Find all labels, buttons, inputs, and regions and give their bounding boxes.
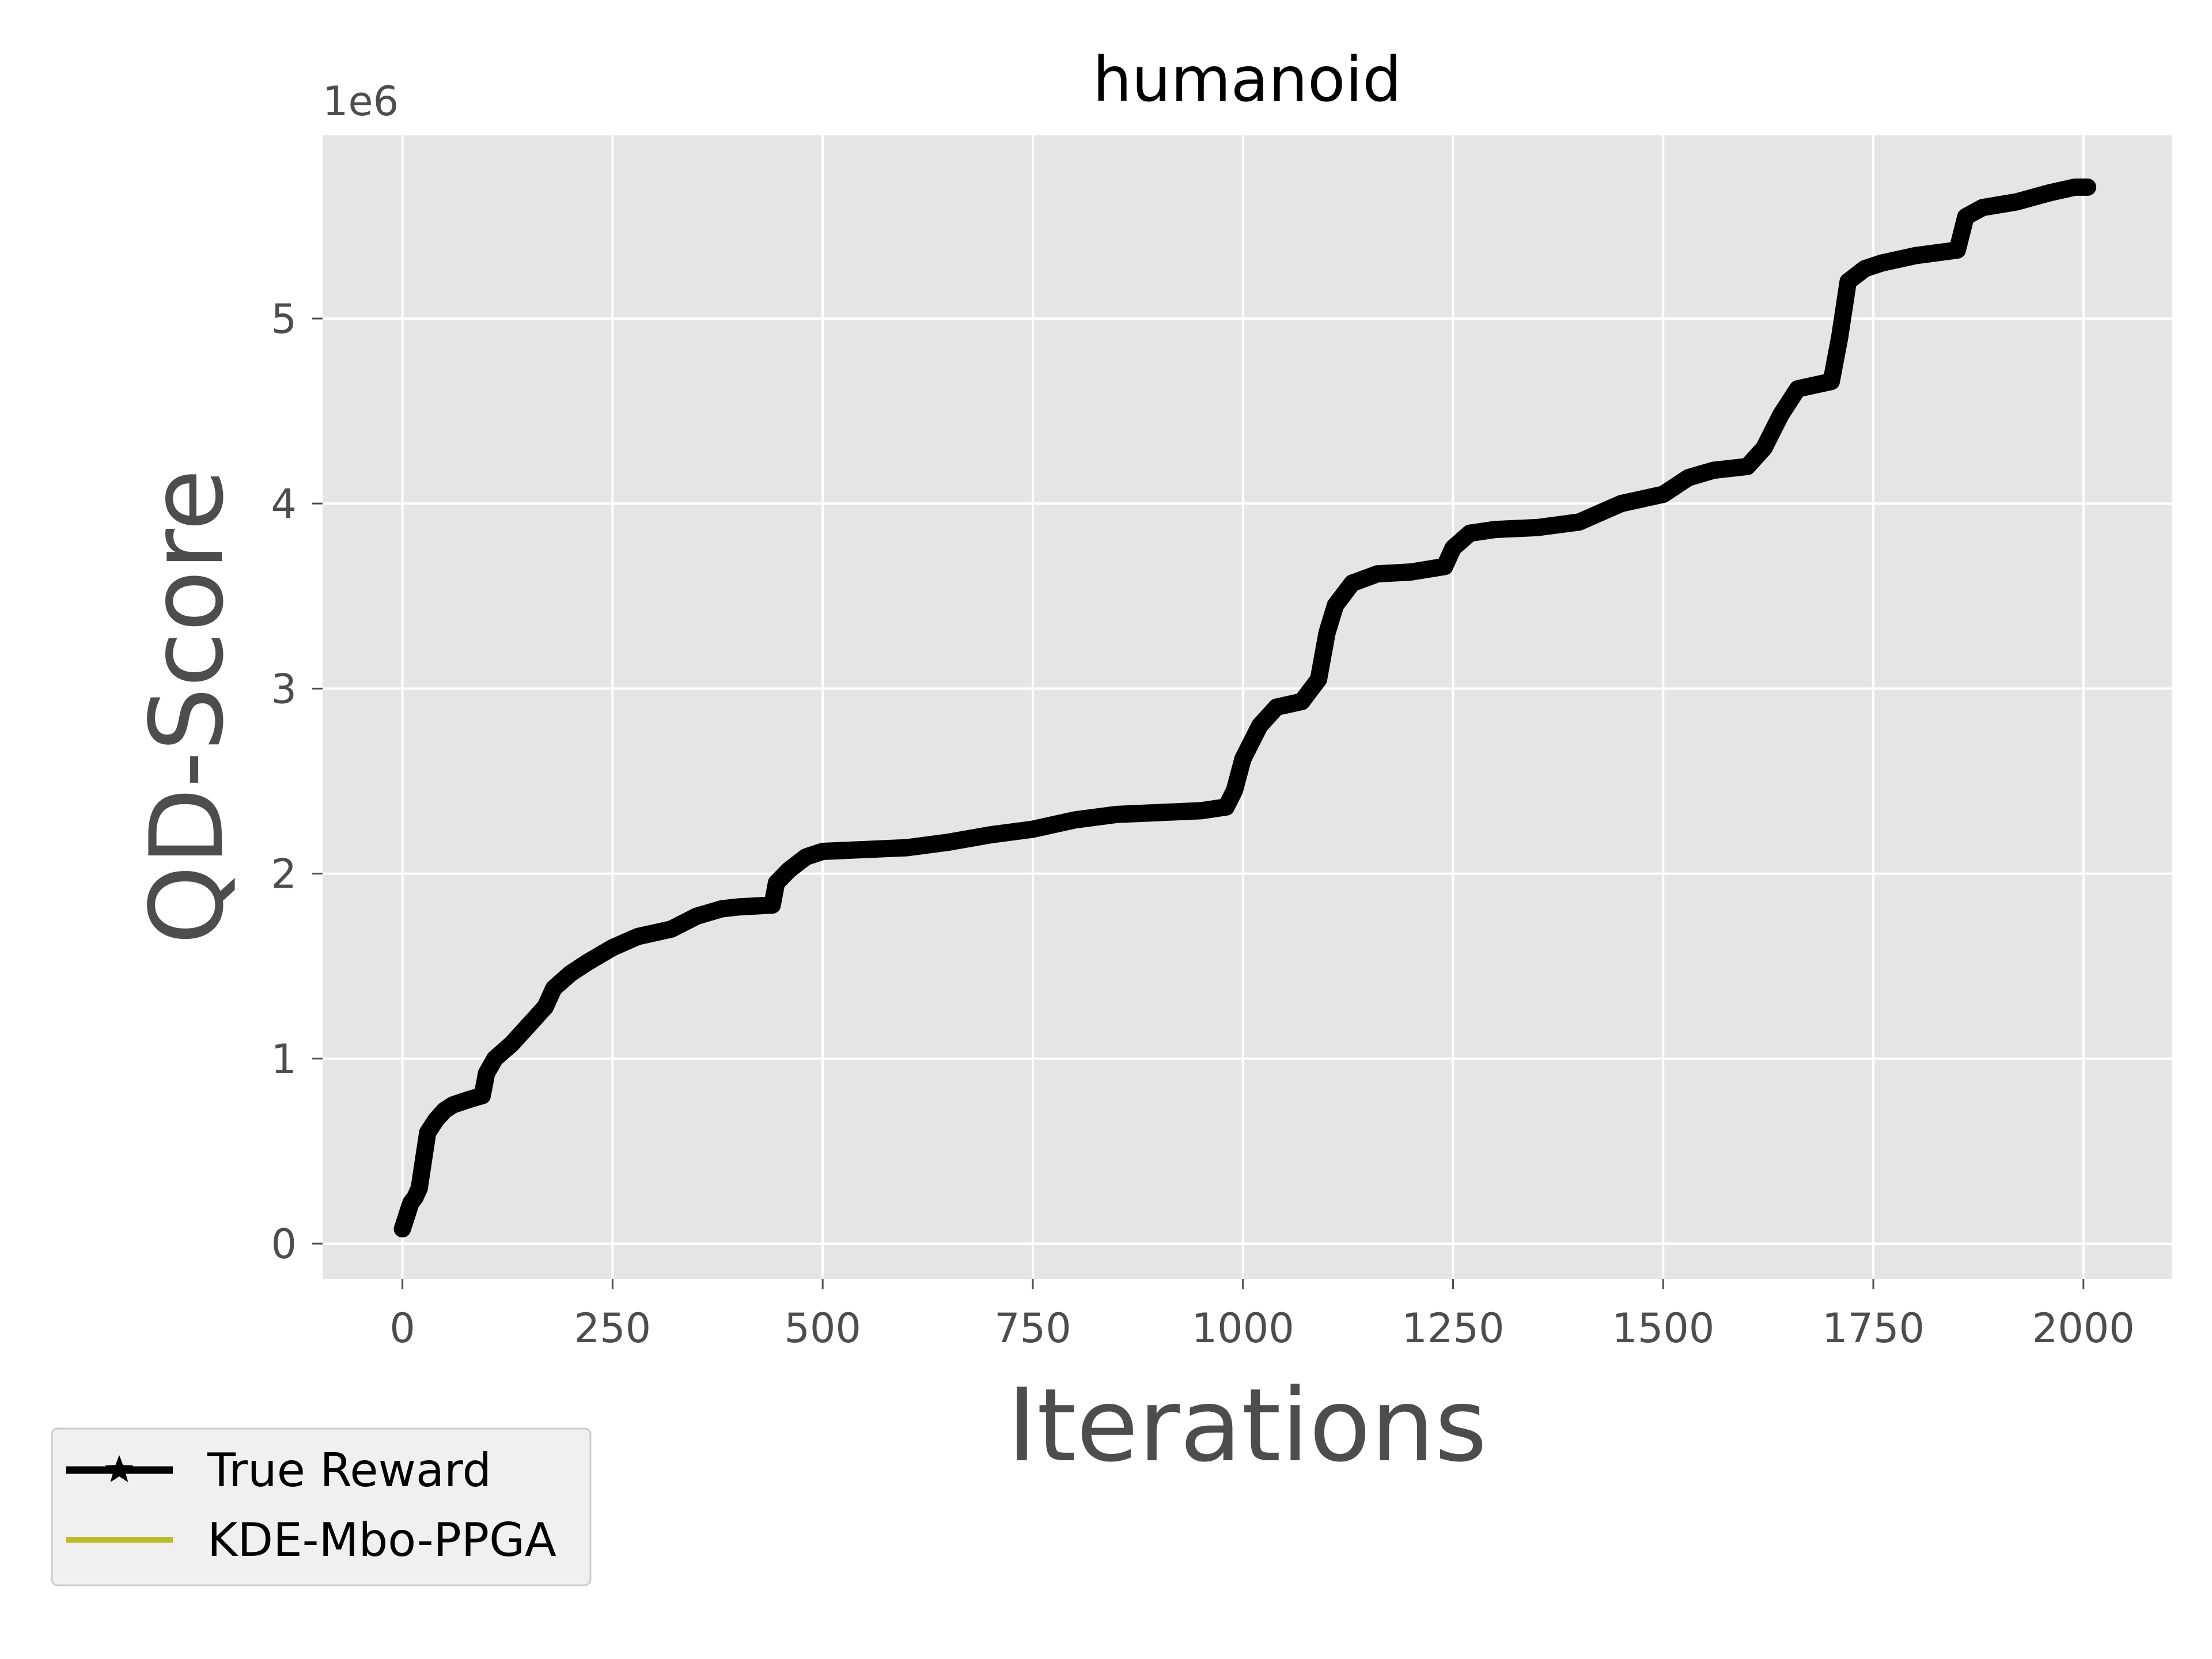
- x-axis-label: Iterations: [1007, 1368, 1487, 1484]
- x-tick-label: 250: [574, 1305, 652, 1352]
- y-tick-label: 1: [271, 1036, 297, 1083]
- x-tick-label: 2000: [2032, 1305, 2135, 1352]
- y-tick-label: 2: [271, 851, 297, 898]
- legend-label-true-reward: True Reward: [207, 1444, 491, 1497]
- legend-box: [51, 1427, 592, 1586]
- y-axis-offset-label: 1e6: [323, 78, 399, 125]
- plot-area: [323, 135, 2172, 1279]
- x-tick-label: 1250: [1402, 1305, 1504, 1352]
- x-tick-label: 0: [389, 1305, 415, 1352]
- x-axis-ticks: 0 250 500 750 1000 1250 1500 1750 2000: [389, 1279, 2135, 1352]
- y-tick-label: 4: [271, 480, 297, 528]
- legend: True Reward KDE-Mbo-PPGA: [51, 1427, 592, 1586]
- x-tick-label: 1000: [1192, 1305, 1294, 1352]
- legend-entry-kde-mbo-ppga: KDE-Mbo-PPGA: [66, 1513, 556, 1567]
- x-tick-label: 500: [784, 1305, 861, 1352]
- y-tick-label: 0: [271, 1221, 297, 1268]
- x-tick-label: 1750: [1822, 1305, 1925, 1352]
- chart-title: humanoid: [1093, 44, 1402, 116]
- x-tick-label: 1500: [1612, 1305, 1714, 1352]
- x-tick-label: 750: [994, 1305, 1071, 1352]
- grid: [323, 135, 2172, 1279]
- y-axis-ticks: 0 1 2 3 4 5: [271, 296, 323, 1268]
- legend-entry-true-reward: True Reward: [66, 1444, 491, 1497]
- legend-star-marker: [105, 1455, 134, 1482]
- y-tick-label: 5: [271, 296, 297, 343]
- y-tick-label: 3: [271, 665, 297, 713]
- series-layer: [393, 178, 2097, 1238]
- series-line-true-reward: [393, 178, 2097, 1238]
- y-axis-label: QD-Score: [129, 469, 246, 945]
- legend-label-kde-mbo-ppga: KDE-Mbo-PPGA: [207, 1513, 556, 1567]
